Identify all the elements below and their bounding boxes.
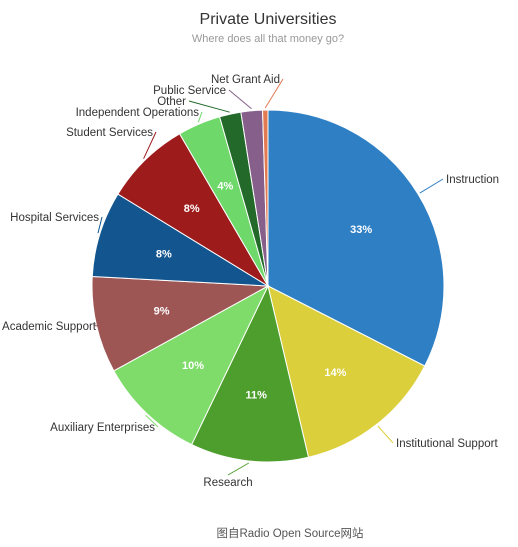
percent-labels: 33% 14% 11% 10% 9% 8% 8% 4% xyxy=(154,181,373,402)
pie-slices xyxy=(91,109,445,463)
leader-line xyxy=(197,111,203,123)
leader-line xyxy=(143,131,157,159)
percent-label: 14% xyxy=(324,367,346,379)
leader-line xyxy=(188,100,230,113)
pie-slice-research xyxy=(190,284,310,463)
leader-line xyxy=(419,178,444,194)
leader-line xyxy=(227,462,250,476)
slice-label: Independent Operations xyxy=(76,107,200,119)
leader-line xyxy=(264,78,284,109)
slice-label: Public Service xyxy=(153,85,226,97)
percent-label: 10% xyxy=(182,360,204,372)
percent-label: 8% xyxy=(156,249,172,261)
percent-label: 8% xyxy=(184,203,200,215)
leader-line xyxy=(377,425,394,444)
slice-label: Auxiliary Enterprises xyxy=(50,422,155,434)
slice-label: Research xyxy=(203,477,252,489)
percent-label: 4% xyxy=(217,181,233,193)
pie-slice-institutional-support xyxy=(267,285,426,458)
leader-lines xyxy=(94,78,444,476)
slice-label: Net Grant Aid xyxy=(211,74,280,86)
slice-label: Hospital Services xyxy=(10,212,99,224)
slice-labels: Instruction Institutional Support Research… xyxy=(2,74,499,489)
leader-line xyxy=(97,216,103,234)
pie-slice-net-grant-aid xyxy=(262,109,269,287)
percent-label: 11% xyxy=(245,390,267,402)
leader-line xyxy=(228,89,252,110)
percent-label: 9% xyxy=(154,305,170,317)
pie-slice-auxiliary-enterprises xyxy=(113,284,270,446)
slice-label: Student Services xyxy=(66,127,153,139)
chart-title: Private Universities xyxy=(200,11,337,28)
slice-label: Institutional Support xyxy=(396,438,498,450)
slice-label: Other xyxy=(157,96,186,108)
image-caption: 图自Radio Open Source网站 xyxy=(216,526,364,540)
pie-slice-instruction xyxy=(267,109,445,367)
pie-slice-academic-support xyxy=(91,275,270,372)
slice-label: Academic Support xyxy=(2,321,97,333)
percent-label: 33% xyxy=(350,224,372,236)
leader-line xyxy=(145,414,159,428)
slice-label: Instruction xyxy=(446,174,499,186)
chart-subtitle: Where does all that money go? xyxy=(192,33,344,45)
